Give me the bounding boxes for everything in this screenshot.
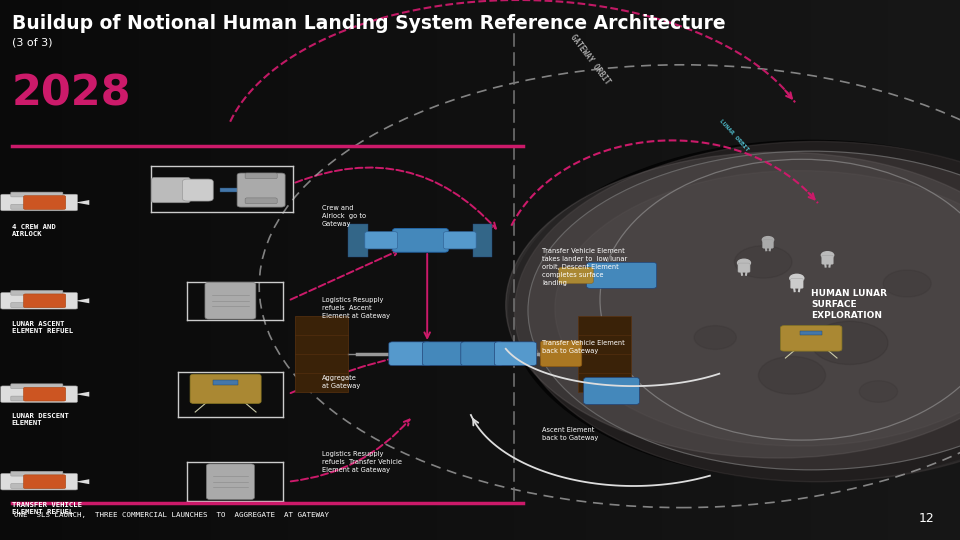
FancyBboxPatch shape bbox=[213, 380, 238, 386]
FancyBboxPatch shape bbox=[494, 342, 537, 366]
Text: GATEWAY ORBIT: GATEWAY ORBIT bbox=[568, 33, 612, 86]
FancyBboxPatch shape bbox=[11, 396, 63, 401]
Text: Buildup of Notional Human Landing System Reference Architecture: Buildup of Notional Human Landing System… bbox=[12, 14, 725, 33]
Circle shape bbox=[509, 140, 960, 481]
FancyBboxPatch shape bbox=[11, 484, 63, 488]
FancyBboxPatch shape bbox=[473, 224, 492, 256]
FancyBboxPatch shape bbox=[1, 194, 78, 211]
FancyBboxPatch shape bbox=[780, 326, 842, 351]
FancyBboxPatch shape bbox=[11, 384, 63, 389]
FancyBboxPatch shape bbox=[11, 303, 63, 307]
FancyBboxPatch shape bbox=[422, 342, 465, 366]
FancyBboxPatch shape bbox=[389, 342, 431, 366]
Text: 2028: 2028 bbox=[12, 73, 131, 115]
FancyBboxPatch shape bbox=[461, 342, 503, 366]
Circle shape bbox=[515, 141, 960, 482]
FancyBboxPatch shape bbox=[444, 232, 476, 249]
FancyBboxPatch shape bbox=[822, 255, 833, 265]
FancyBboxPatch shape bbox=[152, 178, 190, 202]
FancyBboxPatch shape bbox=[11, 291, 63, 295]
Circle shape bbox=[506, 152, 960, 458]
Text: HUMAN LUNAR
SURFACE
EXPLORATION: HUMAN LUNAR SURFACE EXPLORATION bbox=[811, 289, 887, 320]
Circle shape bbox=[859, 381, 898, 402]
Circle shape bbox=[528, 151, 960, 470]
FancyBboxPatch shape bbox=[540, 341, 582, 367]
Polygon shape bbox=[76, 479, 89, 484]
FancyBboxPatch shape bbox=[23, 387, 65, 401]
Text: (3 of 3): (3 of 3) bbox=[12, 38, 52, 48]
FancyBboxPatch shape bbox=[1, 474, 78, 490]
FancyBboxPatch shape bbox=[220, 188, 250, 192]
FancyBboxPatch shape bbox=[578, 316, 631, 392]
FancyBboxPatch shape bbox=[23, 294, 65, 308]
Text: Crew and
Airlock  go to
Gateway: Crew and Airlock go to Gateway bbox=[322, 205, 366, 227]
FancyBboxPatch shape bbox=[393, 228, 448, 252]
FancyBboxPatch shape bbox=[348, 224, 368, 256]
Text: Ascent Element
back to Gateway: Ascent Element back to Gateway bbox=[542, 427, 599, 441]
Circle shape bbox=[790, 274, 804, 282]
FancyBboxPatch shape bbox=[559, 267, 593, 284]
Polygon shape bbox=[76, 298, 89, 303]
FancyBboxPatch shape bbox=[23, 475, 65, 489]
FancyBboxPatch shape bbox=[206, 464, 254, 500]
FancyBboxPatch shape bbox=[182, 179, 213, 201]
Text: LUNAR ORBIT: LUNAR ORBIT bbox=[718, 118, 750, 152]
Circle shape bbox=[822, 252, 833, 259]
Circle shape bbox=[758, 356, 826, 394]
Text: Logistics Resupply
refuels  Transfer Vehicle
Element at Gateway: Logistics Resupply refuels Transfer Vehi… bbox=[322, 451, 401, 473]
FancyBboxPatch shape bbox=[23, 195, 65, 210]
Circle shape bbox=[694, 326, 736, 349]
FancyBboxPatch shape bbox=[190, 374, 261, 403]
Polygon shape bbox=[76, 200, 89, 205]
Circle shape bbox=[762, 237, 774, 243]
Text: Logistics Resupply
refuels  Ascent
Element at Gateway: Logistics Resupply refuels Ascent Elemen… bbox=[322, 297, 390, 319]
Circle shape bbox=[737, 259, 751, 266]
Circle shape bbox=[883, 270, 931, 297]
Text: LUNAR DESCENT
ELEMENT: LUNAR DESCENT ELEMENT bbox=[12, 413, 68, 426]
FancyBboxPatch shape bbox=[584, 377, 639, 404]
FancyBboxPatch shape bbox=[738, 263, 750, 273]
Circle shape bbox=[811, 321, 888, 365]
FancyBboxPatch shape bbox=[587, 262, 657, 288]
FancyBboxPatch shape bbox=[1, 386, 78, 402]
FancyBboxPatch shape bbox=[762, 240, 774, 248]
FancyBboxPatch shape bbox=[245, 173, 277, 179]
Polygon shape bbox=[76, 392, 89, 397]
Text: ONE  SLS LAUNCH,  THREE COMMERCIAL LAUNCHES  TO  AGGREGATE  AT GATEWAY: ONE SLS LAUNCH, THREE COMMERCIAL LAUNCHE… bbox=[14, 512, 329, 518]
FancyBboxPatch shape bbox=[245, 198, 277, 204]
FancyBboxPatch shape bbox=[790, 279, 804, 288]
Circle shape bbox=[555, 171, 960, 446]
FancyBboxPatch shape bbox=[801, 331, 822, 335]
FancyBboxPatch shape bbox=[1, 293, 78, 309]
Text: 12: 12 bbox=[919, 512, 934, 525]
FancyBboxPatch shape bbox=[11, 471, 63, 476]
FancyBboxPatch shape bbox=[295, 316, 348, 392]
FancyBboxPatch shape bbox=[237, 173, 285, 207]
Text: 4 CREW AND
AIRLOCK: 4 CREW AND AIRLOCK bbox=[12, 224, 56, 237]
Text: Aggregate
at Gateway: Aggregate at Gateway bbox=[322, 375, 360, 389]
Text: TRANSFER VEHICLE
ELEMENT REFUEL: TRANSFER VEHICLE ELEMENT REFUEL bbox=[12, 502, 82, 515]
Text: Transfer Vehicle Element
back to Gateway: Transfer Vehicle Element back to Gateway bbox=[542, 340, 625, 354]
FancyBboxPatch shape bbox=[11, 205, 63, 209]
FancyBboxPatch shape bbox=[365, 232, 397, 249]
Text: LUNAR ASCENT
ELEMENT REFUEL: LUNAR ASCENT ELEMENT REFUEL bbox=[12, 321, 73, 334]
FancyBboxPatch shape bbox=[155, 188, 184, 192]
FancyBboxPatch shape bbox=[11, 192, 63, 197]
FancyBboxPatch shape bbox=[205, 282, 255, 319]
Circle shape bbox=[734, 246, 792, 278]
Text: Transfer Vehicle Element
takes lander to  low lunar
orbit, Descent Element
compl: Transfer Vehicle Element takes lander to… bbox=[542, 248, 628, 286]
